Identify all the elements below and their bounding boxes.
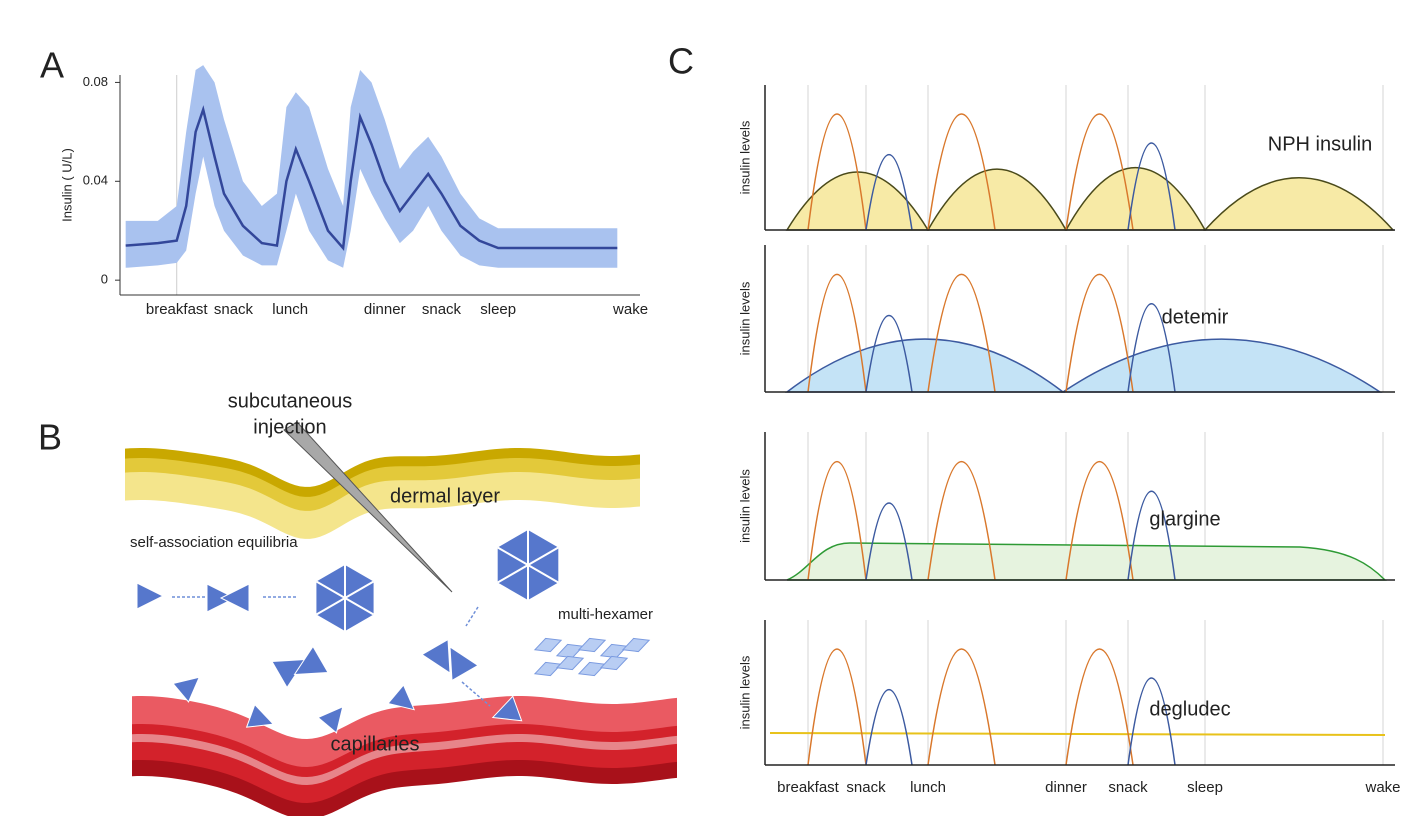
diagram — [125, 421, 677, 820]
snack-curve — [865, 502, 913, 581]
meal-curve — [807, 273, 867, 393]
meal-curve — [927, 273, 996, 393]
meal-curve — [927, 648, 996, 766]
needle — [283, 421, 453, 593]
label: injection — [253, 416, 326, 438]
multi-hexamer — [621, 637, 651, 653]
tissue-layer — [132, 696, 677, 770]
x-tick-label: dinner — [1045, 779, 1087, 796]
monomer — [317, 705, 344, 734]
basal-curve — [784, 338, 1066, 393]
hexamer-line — [497, 546, 559, 584]
label: multi-hexamer — [558, 606, 653, 623]
curve-label: detemir — [1162, 306, 1229, 328]
snack-curve — [865, 154, 913, 231]
meal-curve — [807, 113, 867, 231]
x-tick-label: snack — [1108, 779, 1148, 796]
multi-hexamer — [555, 655, 585, 671]
arrow — [465, 606, 479, 627]
y-axis-label: Insulin ( U/L) — [59, 148, 74, 222]
x-tick-label: lunch — [272, 301, 308, 318]
monomer — [387, 684, 416, 711]
monomer — [421, 638, 451, 674]
meal-curve — [1065, 113, 1134, 231]
tissue-layer — [132, 760, 677, 820]
monomer — [491, 695, 523, 722]
monomer — [136, 582, 165, 610]
meal-curve — [807, 648, 867, 766]
y-tick-label: 0.08 — [83, 74, 108, 89]
y-axis-label: insulin levels — [737, 655, 752, 729]
x-tick-label: sleep — [480, 301, 516, 318]
y-tick-label: 0 — [101, 272, 108, 287]
multi-hexamer — [533, 661, 563, 677]
multi-hexamer — [533, 637, 563, 653]
meal-curve — [807, 461, 867, 581]
curve-label: NPH insulin — [1268, 133, 1372, 155]
mean-line — [125, 105, 618, 251]
monomer — [245, 703, 275, 728]
arrow — [461, 681, 491, 707]
monomer — [219, 583, 250, 613]
panel-label: C — [668, 41, 694, 82]
meal-curve — [1065, 461, 1134, 581]
snack-curve — [865, 315, 913, 393]
curve-label: degludec — [1149, 698, 1230, 720]
basal-curve — [1060, 338, 1383, 393]
basal-curve — [926, 168, 1068, 231]
tissue-layer — [132, 734, 677, 786]
label: self-association equilibria — [130, 534, 298, 551]
hexamer-line — [315, 580, 375, 616]
x-tick-label: breakfast — [777, 779, 840, 796]
snack-curve — [1127, 677, 1176, 766]
label: capillaries — [331, 733, 420, 755]
multi-hexamer — [577, 637, 607, 653]
basal-curve — [1064, 166, 1207, 231]
x-tick-label: snack — [214, 301, 254, 318]
meal-curve — [927, 461, 996, 581]
label: subcutaneous — [228, 390, 353, 412]
x-tick-label: snack — [422, 301, 462, 318]
y-axis-label: insulin levels — [737, 120, 752, 194]
snack-curve — [1127, 142, 1176, 231]
tissue-layer — [125, 448, 640, 497]
monomer — [293, 645, 329, 676]
meal-curve — [927, 113, 996, 231]
monomer — [449, 646, 479, 682]
y-axis-label: insulin levels — [737, 281, 752, 355]
x-tick-label: wake — [1364, 779, 1400, 796]
basal-curve — [785, 171, 930, 231]
meal-curve — [1065, 273, 1134, 393]
panel-label: B — [38, 417, 62, 458]
basal-curve — [769, 732, 1386, 736]
tissue-layer — [132, 724, 677, 806]
monomer — [172, 676, 201, 703]
x-tick-label: snack — [846, 779, 886, 796]
basal-curve — [786, 542, 1387, 581]
label: dermal layer — [390, 485, 500, 507]
tissue-layer — [125, 468, 640, 539]
band — [125, 65, 618, 268]
y-tick-label: 0.04 — [83, 173, 108, 188]
x-tick-label: lunch — [910, 779, 946, 796]
x-tick-label: sleep — [1187, 779, 1223, 796]
x-tick-label: dinner — [364, 301, 406, 318]
y-axis-label: insulin levels — [737, 469, 752, 543]
x-tick-label: wake — [612, 301, 648, 318]
meal-curve — [1065, 648, 1134, 766]
curve-label: glargine — [1149, 508, 1220, 530]
panel-label: A — [40, 45, 64, 86]
tissue-layer — [125, 456, 640, 511]
basal-curve — [1203, 177, 1395, 231]
snack-curve — [865, 689, 913, 766]
snack-curve — [1127, 490, 1176, 581]
multi-hexamer — [599, 655, 629, 671]
snack-curve — [1127, 303, 1176, 393]
x-tick-label: breakfast — [146, 301, 209, 318]
